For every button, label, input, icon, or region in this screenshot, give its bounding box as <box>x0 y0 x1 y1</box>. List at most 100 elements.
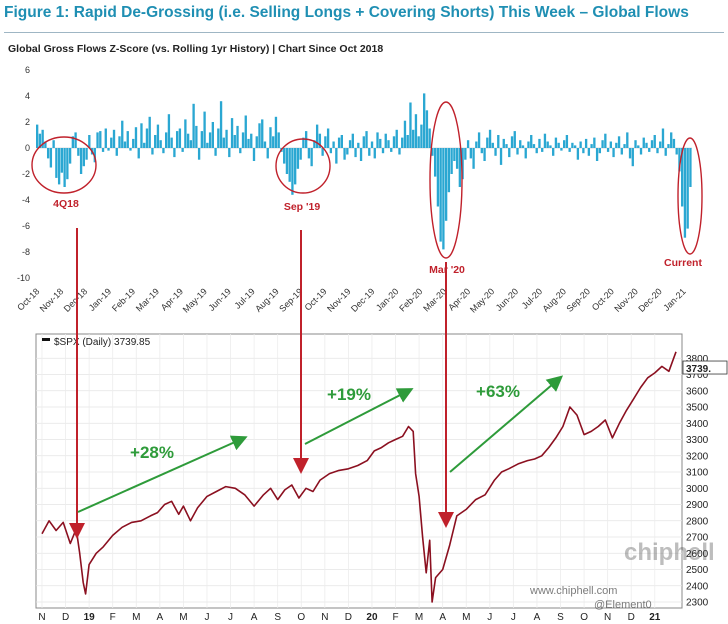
top-x-tick: Nov-19 <box>325 286 353 314</box>
highlight-ellipse <box>429 101 463 259</box>
z-score-bar <box>118 136 121 148</box>
z-score-bar <box>425 110 429 148</box>
z-score-bar <box>365 131 368 148</box>
z-score-bar <box>60 148 64 173</box>
z-score-bar <box>590 144 593 148</box>
z-score-bar <box>466 140 470 148</box>
z-score-bar <box>82 148 85 167</box>
z-score-bar <box>178 128 182 148</box>
z-score-bar <box>263 141 267 148</box>
z-score-bar <box>239 148 242 154</box>
z-score-bar <box>412 129 415 148</box>
z-score-bar <box>403 120 407 148</box>
top-y-tick: -6 <box>22 221 30 231</box>
z-score-bar <box>664 148 667 156</box>
z-score-bar <box>458 148 462 187</box>
z-score-bar <box>612 148 615 158</box>
z-score-bar <box>343 148 346 160</box>
top-y-tick: -10 <box>17 273 30 283</box>
z-score-bar <box>431 148 434 156</box>
z-score-bar <box>156 124 160 148</box>
spx-legend: $SPX (Daily) 3739.85 <box>54 337 151 348</box>
z-score-bar <box>538 138 541 148</box>
z-score-bar <box>101 148 105 152</box>
z-score-bar <box>508 148 511 158</box>
bottom-chart-frame <box>35 333 683 609</box>
z-score-bar <box>455 148 459 169</box>
z-score-bar <box>49 148 53 168</box>
bottom-x-tick: A <box>534 612 541 623</box>
bottom-x-tick: S <box>557 612 564 623</box>
z-score-bar <box>447 148 451 193</box>
z-score-bar <box>417 136 420 148</box>
bottom-x-tick: D <box>345 612 352 623</box>
z-score-bar <box>332 141 335 148</box>
z-score-bar <box>650 140 654 148</box>
z-score-bar <box>211 122 214 148</box>
top-x-tick: Oct-19 <box>303 286 329 312</box>
z-score-bar <box>326 128 330 148</box>
z-score-bar <box>294 148 297 185</box>
z-score-bar <box>450 148 453 174</box>
z-score-bar <box>162 148 165 154</box>
top-x-tick: Dec-18 <box>62 286 90 314</box>
z-score-bar <box>236 125 239 148</box>
z-score-bar <box>442 148 445 250</box>
z-score-bar <box>661 128 665 148</box>
z-score-bar <box>181 148 184 152</box>
z-score-bar <box>244 115 247 148</box>
z-score-bar <box>563 140 566 148</box>
z-score-bar <box>197 148 201 160</box>
z-score-bar <box>678 148 681 172</box>
z-score-bar <box>568 148 571 152</box>
bottom-y-tick: 2800 <box>686 516 709 527</box>
top-y-tick: -2 <box>22 169 30 179</box>
z-score-bar <box>44 141 47 148</box>
gain-label: +63% <box>476 382 520 401</box>
top-chart-title: Global Gross Flows Z-Score (vs. Rolling … <box>8 43 384 55</box>
z-score-bar <box>143 142 146 148</box>
z-score-bar <box>272 136 275 148</box>
z-score-bar <box>63 148 66 187</box>
z-score-bar <box>549 145 552 148</box>
z-score-bar <box>524 148 527 159</box>
z-score-bar <box>604 133 607 148</box>
z-score-bar <box>123 141 127 148</box>
annotation-label: 4Q18 <box>53 198 79 210</box>
z-score-bar <box>112 129 116 148</box>
legend-swatch <box>42 338 50 341</box>
z-score-bar <box>587 148 591 156</box>
z-score-bar <box>444 148 448 221</box>
top-x-tick: Nov-18 <box>38 286 66 314</box>
z-score-bar <box>329 148 333 154</box>
z-score-bar <box>370 141 374 148</box>
top-x-tick: Oct-20 <box>590 286 616 312</box>
z-score-bar <box>557 142 560 148</box>
spx-price-line <box>41 351 677 603</box>
z-score-bar <box>277 132 280 148</box>
z-score-bar <box>335 148 338 164</box>
top-y-tick: 0 <box>25 143 30 153</box>
bottom-x-tick: 21 <box>649 612 661 623</box>
bottom-y-tick: 3300 <box>686 435 709 446</box>
top-x-tick: Jan-19 <box>87 286 114 313</box>
z-score-bar <box>395 129 398 148</box>
bottom-y-tick: 3800 <box>686 354 709 365</box>
z-score-bar <box>639 148 643 155</box>
z-score-bar <box>115 148 118 156</box>
z-score-bar <box>68 148 72 164</box>
z-score-bar <box>255 136 258 148</box>
z-score-bar <box>642 137 645 148</box>
z-score-bar <box>299 148 302 160</box>
z-score-bar <box>582 148 585 154</box>
z-score-bar <box>266 148 269 159</box>
bottom-x-tick: A <box>157 612 164 623</box>
bottom-x-tick: J <box>228 612 233 623</box>
z-score-bar <box>252 148 256 161</box>
z-score-bar <box>132 138 135 148</box>
top-x-tick: Aug-19 <box>253 286 281 314</box>
z-score-bar <box>620 148 623 155</box>
z-score-bar <box>79 148 83 174</box>
z-score-bar <box>283 148 286 164</box>
z-score-bar <box>494 148 497 156</box>
